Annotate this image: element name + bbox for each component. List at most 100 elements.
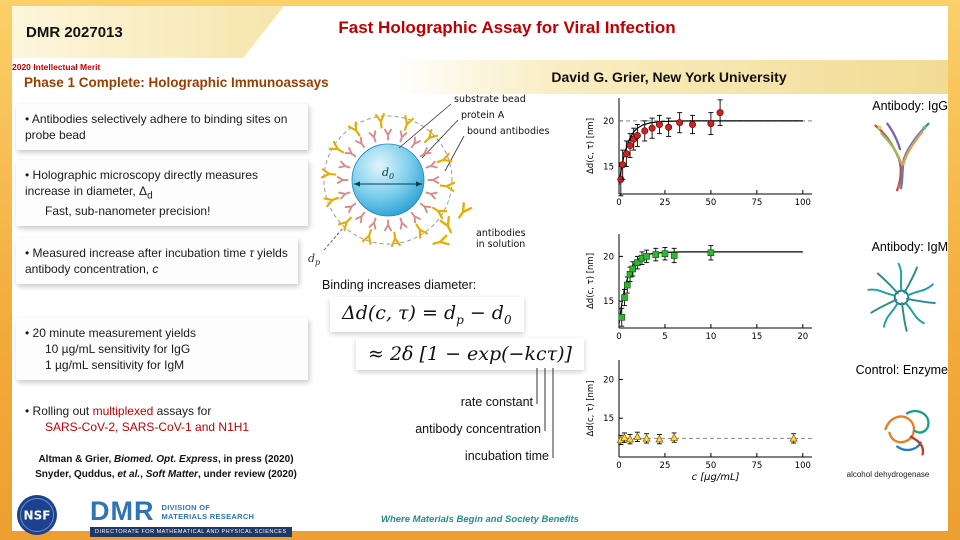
bullet-glyph: • xyxy=(25,326,33,340)
bullet-microscopy: • Holographic microscopy directly measur… xyxy=(16,160,308,226)
citation-2-authors: Snyder, Quddus, xyxy=(35,469,118,480)
eq-delta-d: Δd(c, τ) = d xyxy=(342,302,457,324)
enzyme-chart: 0 25 50 75 100 15 20 Δd(c, τ) [nm] c [µg/mL] xyxy=(586,360,812,483)
dp-leader-line xyxy=(323,226,345,251)
slide-title: Fast Holographic Assay for Viral Infecti… xyxy=(338,18,676,37)
bullet-incubation-text-b: yields antibody concentration, xyxy=(25,246,288,277)
antibodies-solution-label-2: in solution xyxy=(476,239,525,250)
citation-2-status: , under review (2020) xyxy=(197,469,297,480)
bullet-sensitivity-l2: 10 µg/mL sensitivity for IgG xyxy=(45,342,191,357)
pi-name: David G. Grier, New York University xyxy=(551,69,787,85)
svg-text:c [µg/mL]: c [µg/mL] xyxy=(692,472,740,483)
dp-label: dp xyxy=(308,252,320,267)
bound-leader-line xyxy=(444,135,465,172)
svg-text:Δd(c, τ) [nm]: Δd(c, τ) [nm] xyxy=(586,380,596,436)
enzyme-annotation: alcohol dehydrogenase xyxy=(846,470,930,479)
award-banner: DMR 2027013 xyxy=(12,6,284,58)
bullet-precision-text: Fast, sub-nanometer precision! xyxy=(45,203,211,218)
equation-line-2: ≈ 2δ [1 − exp(−kcτ)] xyxy=(356,338,584,370)
bullet-sensitivity-l1: 20 minute measurement yields xyxy=(32,326,196,340)
svg-text:20: 20 xyxy=(603,117,614,127)
citation-2-journal: Soft Matter xyxy=(145,469,198,480)
antibody-concentration-label: antibody concentration xyxy=(415,422,541,436)
dmr-logo: DMR DIVISION OF MATERIALS RESEARCH DIREC… xyxy=(90,498,292,537)
svg-text:5: 5 xyxy=(662,332,667,342)
multiplexed-highlight: multiplexed xyxy=(92,404,154,418)
substrate-leader-line xyxy=(398,103,452,149)
svg-text:75: 75 xyxy=(751,461,762,471)
svg-text:50: 50 xyxy=(705,461,716,471)
nsf-logo: NSF xyxy=(17,495,57,535)
eq-minus-d: − d xyxy=(463,302,504,324)
dmr-wordmark: DMR xyxy=(90,496,155,526)
bullet-glyph: • xyxy=(25,168,33,182)
merit-label: 2020 Intellectual Merit xyxy=(12,62,101,72)
bullet-glyph: • xyxy=(25,112,32,126)
citation-snyder: Snyder, Quddus, et al., Soft Matter, und… xyxy=(8,467,324,482)
substrate-bead-label: substrate bead xyxy=(454,94,526,105)
citations: Altman & Grier, Biomed. Opt. Express, in… xyxy=(8,452,324,482)
svg-text:20: 20 xyxy=(797,332,808,342)
svg-text:20: 20 xyxy=(603,375,614,385)
eq-sub-p: p xyxy=(456,312,464,327)
svg-text:100: 100 xyxy=(795,461,811,471)
bullet-rollout: • Rolling out multiplexed assays for SAR… xyxy=(16,396,308,442)
igg-structure-image xyxy=(874,122,930,192)
c-symbol: c xyxy=(152,262,159,277)
svg-text:25: 25 xyxy=(660,461,671,471)
svg-text:15: 15 xyxy=(603,297,614,307)
svg-text:25: 25 xyxy=(660,198,671,208)
dmr-division-line2: MATERIALS RESEARCH xyxy=(161,511,255,521)
bullet-incubation: • Measured increase after incubation tim… xyxy=(16,238,298,285)
antibodies-solution-label-1: antibodies xyxy=(476,228,526,239)
svg-text:20: 20 xyxy=(603,252,614,262)
citation-1-status: , in press (2020) xyxy=(217,454,294,465)
footer-tagline: Where Materials Begin and Society Benefi… xyxy=(381,514,579,525)
svg-text:Δd(c, τ) [nm]: Δd(c, τ) [nm] xyxy=(586,118,596,174)
svg-text:Δd(c, τ) [nm]: Δd(c, τ) [nm] xyxy=(586,253,596,309)
protein-a-label: protein A xyxy=(461,110,505,121)
bullet-adhesion: • Antibodies selectively adhere to bindi… xyxy=(16,104,308,151)
bullet-sensitivity: • 20 minute measurement yields 10 µg/mL … xyxy=(16,318,308,381)
svg-text:0: 0 xyxy=(616,332,621,342)
probe-bead-diagram: d0 dp substrate bead protein A bound ant… xyxy=(308,94,549,267)
svg-text:75: 75 xyxy=(751,198,762,208)
phase-subtitle: Phase 1 Complete: Holographic Immunoassa… xyxy=(24,75,329,90)
d0-arrowhead-left xyxy=(354,181,360,187)
igm-chart: 0 5 10 15 20 15 20 Δd(c, τ) [nm] xyxy=(586,234,812,342)
bullet-sensitivity-l3: 1 µg/mL sensitivity for IgM xyxy=(45,358,185,373)
igg-panel-title: Antibody: IgG xyxy=(872,99,948,113)
bullet-adhesion-text: Antibodies selectively adhere to binding… xyxy=(25,112,288,143)
incubation-time-label: incubation time xyxy=(464,449,549,463)
bullet-incubation-text-a: Measured increase after incubation time xyxy=(32,246,250,260)
svg-text:100: 100 xyxy=(795,198,811,208)
citation-2-sep: , xyxy=(140,469,146,480)
nsf-logo-text: NSF xyxy=(24,509,51,523)
protein-leader-line xyxy=(421,119,459,159)
igm-structure-image xyxy=(867,262,936,332)
pi-banner: David G. Grier, New York University xyxy=(390,60,948,94)
citation-1-authors: Altman & Grier, xyxy=(38,454,115,465)
igg-chart: 0 25 50 75 100 15 20 Δd(c, τ) [nm] xyxy=(586,98,812,208)
equation-line-1: Δd(c, τ) = dp − d0 xyxy=(330,297,524,332)
dp-dashed-circle xyxy=(323,115,453,245)
bound-antibodies-label: bound antibodies xyxy=(467,126,549,137)
svg-text:15: 15 xyxy=(751,332,762,342)
d0-label: d0 xyxy=(382,166,394,181)
eq-sub-0: 0 xyxy=(503,312,512,327)
virus-list-highlight: SARS-CoV-2, SARS-CoV-1 and N1H1 xyxy=(45,420,250,435)
dmr-directorate-bar: DIRECTORATE FOR MATHEMATICAL AND PHYSICA… xyxy=(90,527,292,537)
citation-2-etal: et al. xyxy=(117,469,141,480)
citation-1-journal: Biomed. Opt. Express xyxy=(114,454,218,465)
igm-panel-title: Antibody: IgM xyxy=(871,240,948,254)
svg-text:0: 0 xyxy=(616,198,621,208)
svg-text:15: 15 xyxy=(603,414,614,424)
rate-constant-label: rate constant xyxy=(460,395,533,409)
bullet-rollout-b: assays for xyxy=(153,404,212,418)
enzyme-structure-image xyxy=(884,409,930,456)
d0-arrowhead-right xyxy=(416,181,422,187)
dmr-division-line1: DIVISION OF xyxy=(161,502,211,512)
equation-connector-lines xyxy=(536,368,554,458)
svg-text:10: 10 xyxy=(705,332,716,342)
